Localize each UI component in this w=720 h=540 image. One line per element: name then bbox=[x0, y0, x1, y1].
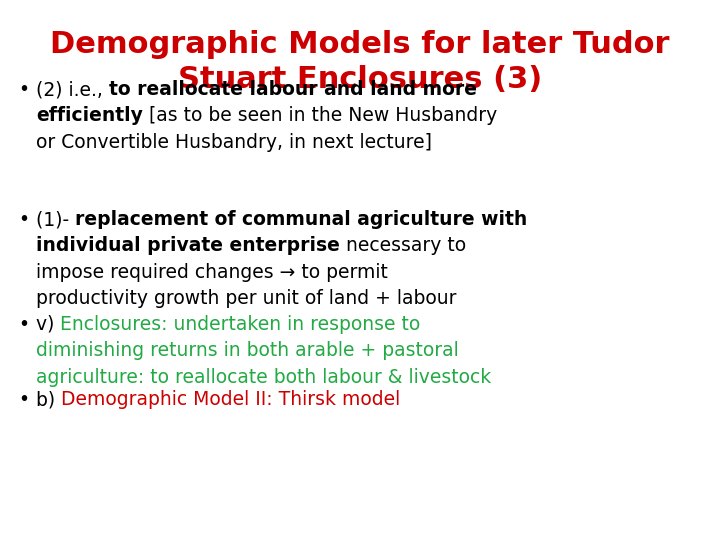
Text: (1)-: (1)- bbox=[36, 210, 75, 229]
Text: replacement of communal agriculture with: replacement of communal agriculture with bbox=[75, 210, 527, 229]
Text: necessary to: necessary to bbox=[340, 237, 466, 255]
Text: Demographic Model II: Thirsk model: Demographic Model II: Thirsk model bbox=[61, 390, 400, 409]
Text: •: • bbox=[18, 315, 29, 334]
Text: individual private enterprise: individual private enterprise bbox=[36, 237, 340, 255]
Text: v): v) bbox=[36, 315, 60, 334]
Text: or Convertible Husbandry, in next lecture]: or Convertible Husbandry, in next lectur… bbox=[36, 133, 432, 152]
Text: impose required changes → to permit: impose required changes → to permit bbox=[36, 263, 388, 282]
Text: •: • bbox=[18, 80, 29, 99]
Text: diminishing returns in both arable + pastoral: diminishing returns in both arable + pas… bbox=[36, 341, 459, 360]
Text: (2) i.e.,: (2) i.e., bbox=[36, 80, 109, 99]
Text: •: • bbox=[18, 210, 29, 229]
Text: productivity growth per unit of land + labour: productivity growth per unit of land + l… bbox=[36, 289, 456, 308]
Text: to reallocate labour and land more: to reallocate labour and land more bbox=[109, 80, 477, 99]
Text: •: • bbox=[18, 390, 29, 409]
Text: [as to be seen in the New Husbandry: [as to be seen in the New Husbandry bbox=[143, 106, 497, 125]
Text: b): b) bbox=[36, 390, 61, 409]
Text: agriculture: to reallocate both labour & livestock: agriculture: to reallocate both labour &… bbox=[36, 368, 491, 387]
Text: efficiently: efficiently bbox=[36, 106, 143, 125]
Text: Demographic Models for later Tudor
Stuart Enclosures (3): Demographic Models for later Tudor Stuar… bbox=[50, 30, 670, 94]
Text: Enclosures: undertaken in response to: Enclosures: undertaken in response to bbox=[60, 315, 420, 334]
